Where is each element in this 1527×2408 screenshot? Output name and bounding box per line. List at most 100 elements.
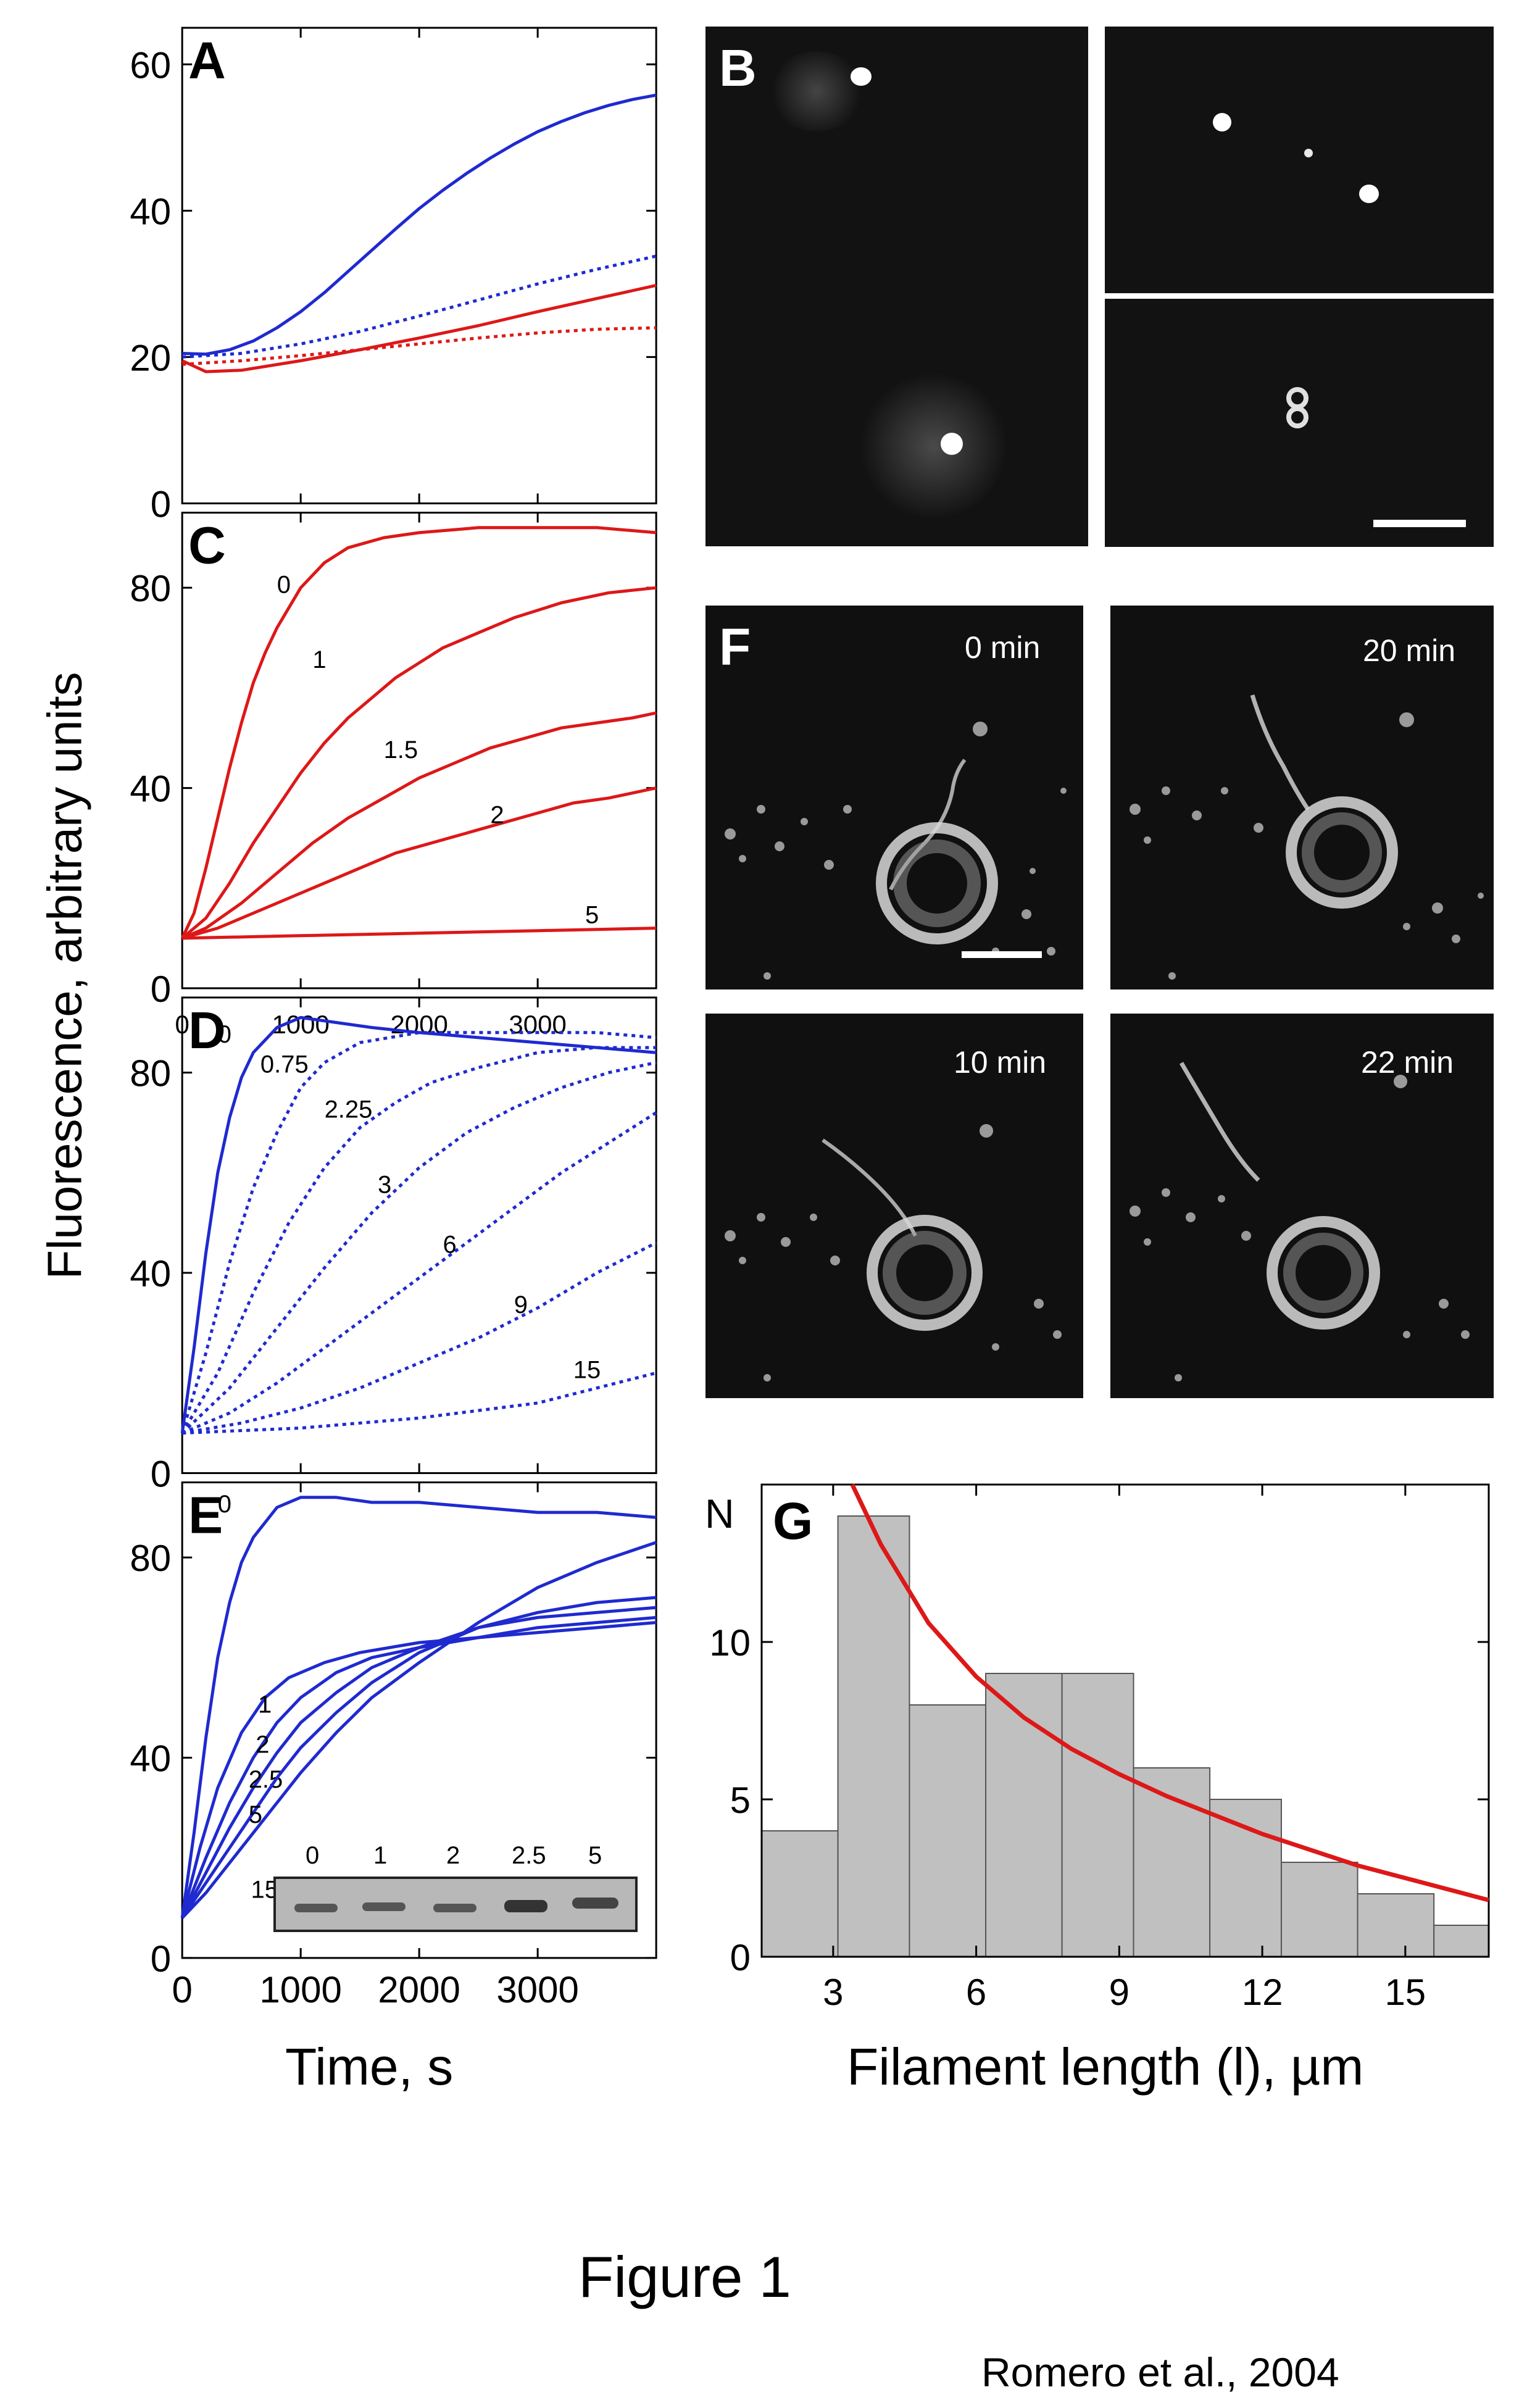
x-tick-label: 1000 bbox=[272, 1010, 329, 1039]
y-tick-label: 5 bbox=[730, 1780, 751, 1821]
bead bbox=[1304, 149, 1313, 157]
y-tick-label: 40 bbox=[130, 769, 171, 810]
gel-band bbox=[362, 1902, 406, 1911]
y-tick-label: 40 bbox=[130, 1738, 171, 1780]
series-line bbox=[180, 1621, 657, 1918]
series-line bbox=[181, 586, 657, 939]
micrograph-f-10min bbox=[705, 1014, 1083, 1398]
bead-pair bbox=[1286, 406, 1309, 428]
micrograph-f-10min-drawing bbox=[725, 1124, 1062, 1381]
y-tick-label: 0 bbox=[151, 483, 171, 525]
y-tick-label: 0 bbox=[151, 1453, 171, 1494]
x-tick-label: 1000 bbox=[259, 1969, 341, 2010]
gel-lane-label: 2.5 bbox=[512, 1842, 546, 1869]
x-tick-label: 15 bbox=[1384, 1972, 1426, 2013]
histogram-bar bbox=[1280, 1862, 1358, 1957]
micrograph-f-22min-drawing bbox=[1130, 1062, 1470, 1381]
panel-e-plot: 0 40 80 0 1000 2000 3000 0 1 2 2.5 5 1 5 E bbox=[130, 1481, 657, 2010]
series-label: 15 bbox=[573, 1356, 601, 1383]
bead-glow bbox=[860, 372, 1008, 520]
gel-lane-label: 5 bbox=[588, 1842, 602, 1869]
gel-band bbox=[504, 1900, 547, 1912]
panel-letter: G bbox=[773, 1492, 813, 1550]
series-label: 1 bbox=[312, 646, 326, 673]
panel-letter-b: B bbox=[719, 39, 757, 97]
y-tick-label: 40 bbox=[130, 191, 171, 232]
series-line bbox=[182, 93, 657, 356]
plot-frame bbox=[181, 996, 657, 1474]
time-label-10min: 10 min bbox=[954, 1045, 1047, 1080]
series-line bbox=[181, 786, 657, 940]
x-tick-label: 12 bbox=[1242, 1972, 1283, 2013]
fit-curve bbox=[850, 1483, 1489, 1902]
series-line bbox=[180, 1015, 657, 1433]
y-axis-label-n: N bbox=[705, 1491, 734, 1536]
series-line bbox=[181, 1596, 657, 1919]
time-label-20min: 20 min bbox=[1363, 633, 1456, 668]
series-label: 2 bbox=[256, 1731, 269, 1758]
time-label-0min: 0 min bbox=[965, 630, 1041, 665]
histogram-svg: 0 5 10 3 6 9 12 15 N G bbox=[705, 1483, 1490, 2013]
y-tick-label: 0 bbox=[151, 969, 171, 1010]
panel-letter: D bbox=[188, 1001, 226, 1059]
series-line bbox=[182, 254, 657, 359]
x-tick-label: 0 bbox=[172, 1969, 192, 2010]
y-tick-label: 0 bbox=[730, 1937, 751, 1978]
series-line bbox=[181, 711, 657, 940]
series-line bbox=[182, 326, 657, 366]
x-tick-label: 2000 bbox=[378, 1969, 460, 2010]
histogram-bar bbox=[909, 1704, 987, 1957]
scale-bar bbox=[962, 951, 1042, 958]
y-tick-label: 40 bbox=[130, 1253, 171, 1294]
panel-letter: E bbox=[188, 1486, 223, 1544]
series-line bbox=[181, 1541, 657, 1919]
plot-frame bbox=[181, 27, 657, 504]
series-line bbox=[180, 1606, 657, 1919]
series-label: 0 bbox=[218, 1021, 231, 1048]
micrograph-f-0min-drawing bbox=[725, 722, 1067, 980]
gel-lane-label: 1 bbox=[373, 1842, 388, 1869]
series-line bbox=[181, 283, 657, 373]
x-tick-label: 3000 bbox=[496, 1969, 578, 2010]
x-tick-label: 0 bbox=[175, 1010, 189, 1039]
gel-band bbox=[572, 1898, 618, 1909]
panel-a-plot: 0 20 40 60 A bbox=[130, 27, 657, 525]
figure-caption: Figure 1 bbox=[578, 2244, 791, 2309]
series-line bbox=[182, 1371, 657, 1435]
y-tick-label: 20 bbox=[130, 337, 171, 378]
series-label: 5 bbox=[249, 1801, 262, 1828]
x-tick-label: 3 bbox=[823, 1972, 843, 2013]
series-line bbox=[180, 1615, 657, 1918]
x-axis-label-length: Filament length (l), µm bbox=[847, 2038, 1364, 2096]
gel-lane-label: 0 bbox=[306, 1842, 320, 1869]
micrograph-b-left bbox=[705, 27, 1088, 546]
micrograph-f-22min bbox=[1110, 1014, 1494, 1398]
panel-g-plot: 0 5 10 3 6 9 12 15 N G bbox=[705, 1483, 1490, 2013]
series-line bbox=[181, 1111, 657, 1435]
y-tick-label: 60 bbox=[130, 44, 171, 86]
series-label: 1 bbox=[258, 1691, 272, 1719]
series-label: 0 bbox=[277, 571, 291, 598]
bead bbox=[941, 433, 963, 455]
x-axis-label-time: Time, s bbox=[285, 2038, 454, 2096]
panel-letter: A bbox=[188, 31, 226, 90]
series-line bbox=[182, 927, 657, 940]
series-label: 2 bbox=[490, 801, 504, 828]
series-label: 5 bbox=[585, 902, 599, 929]
gel-band bbox=[433, 1904, 476, 1912]
histogram-bar bbox=[985, 1673, 1063, 1957]
micrograph-b-top-right bbox=[1105, 27, 1494, 293]
micrograph-f-20min-drawing bbox=[1130, 694, 1484, 980]
micrograph-b-bottom-right bbox=[1105, 299, 1494, 547]
y-tick-label: 80 bbox=[130, 1538, 171, 1579]
y-tick-label: 80 bbox=[130, 568, 171, 609]
series-line bbox=[180, 1031, 657, 1434]
series-label: 0 bbox=[218, 1491, 231, 1518]
series-label: 2.5 bbox=[249, 1766, 283, 1793]
y-tick-label: 0 bbox=[151, 1938, 171, 1980]
figure-credit: Romero et al., 2004 bbox=[981, 2349, 1339, 2395]
scale-bar bbox=[1373, 520, 1466, 527]
panel-c-plot: 0 40 80 0 1 1.5 2 5 C bbox=[130, 512, 657, 1010]
